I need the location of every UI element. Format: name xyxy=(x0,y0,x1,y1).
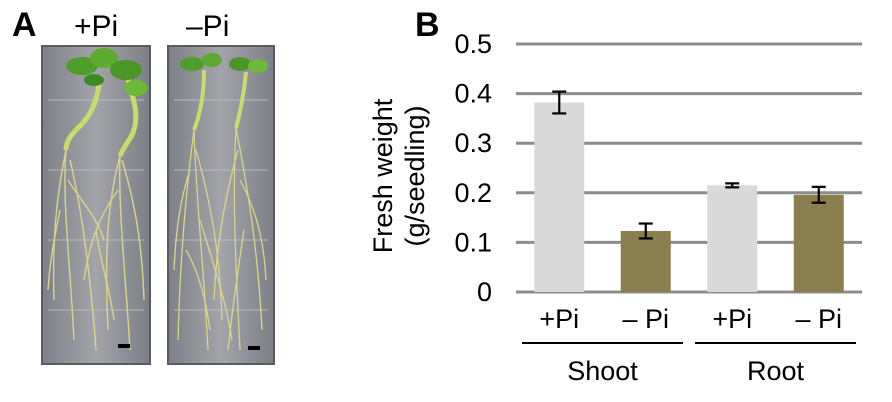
bar xyxy=(620,230,671,292)
y-tick-label: 0.2 xyxy=(454,178,492,208)
plate-plus-pi xyxy=(41,45,151,365)
error-bars xyxy=(552,90,826,240)
y-axis-label-line1: Fresh weight xyxy=(368,98,398,253)
x-tick-label: – Pi xyxy=(622,304,669,334)
y-tick-label: 0.3 xyxy=(454,128,492,158)
y-tick-label: 0 xyxy=(477,277,492,307)
bar xyxy=(534,102,585,292)
panel-a-letter: A xyxy=(12,6,37,44)
x-tick-labels: +Pi – Pi +Pi – Pi xyxy=(539,304,842,334)
y-tick-labels: 0 0.1 0.2 0.3 0.4 0.5 xyxy=(454,29,492,307)
bar xyxy=(707,185,758,292)
photo-label-minus-pi: –Pi xyxy=(186,10,230,43)
x-tick-label: – Pi xyxy=(795,304,842,334)
error-bar xyxy=(811,185,826,204)
bars xyxy=(534,102,844,292)
y-tick-label: 0.1 xyxy=(454,227,492,257)
photo-label-plus-pi: +Pi xyxy=(74,10,119,43)
y-axis-label-line2: (g/seedling) xyxy=(400,105,430,246)
panel-b-letter: B xyxy=(415,6,440,44)
group-label: Shoot xyxy=(567,356,638,386)
error-bar xyxy=(638,222,653,240)
error-bar xyxy=(552,90,567,115)
seedling-photos xyxy=(41,45,275,365)
error-bar xyxy=(725,182,740,189)
plate-minus-pi xyxy=(167,45,275,365)
x-tick-label: +Pi xyxy=(712,304,752,334)
group-labels: Shoot Root xyxy=(522,342,856,386)
y-tick-label: 0.5 xyxy=(454,29,492,59)
x-tick-label: +Pi xyxy=(539,304,579,334)
group-label: Root xyxy=(747,356,805,386)
y-tick-label: 0.4 xyxy=(454,79,492,109)
bar xyxy=(793,194,844,292)
